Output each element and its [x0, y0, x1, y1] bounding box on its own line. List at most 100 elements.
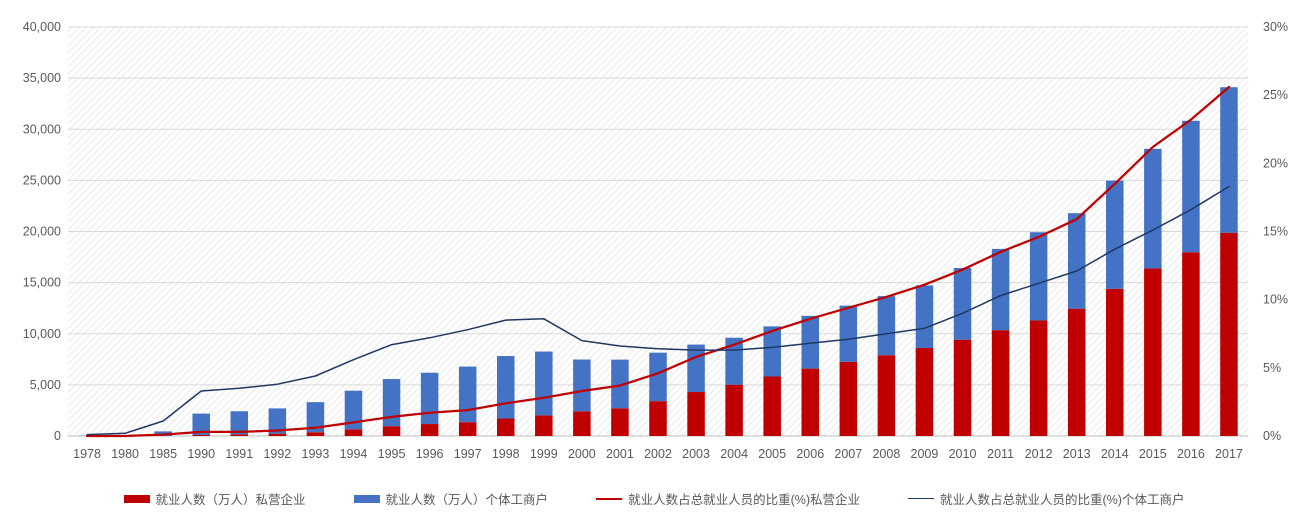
x-axis-tick-label: 1990 [187, 447, 215, 461]
bar-segment-individual [687, 344, 705, 393]
left-axis-tick-label: 10,000 [23, 327, 61, 341]
x-axis-tick-label: 1996 [416, 447, 444, 461]
bar-segment-private [420, 424, 439, 436]
x-axis-tick-label: 1994 [340, 447, 368, 461]
x-axis-tick-label: 2016 [1177, 447, 1205, 461]
bar-segment-private [877, 355, 896, 436]
bar-segment-private [268, 433, 287, 436]
left-axis-tick-label: 25,000 [23, 173, 61, 187]
bar-segment-private [192, 434, 210, 436]
x-axis-tick-label: 2010 [949, 447, 977, 461]
x-axis-tick-label: 2003 [682, 447, 710, 461]
bar-segment-private [496, 418, 515, 436]
x-axis-tick-label: 1991 [225, 447, 253, 461]
bar-segment-individual [535, 351, 553, 416]
bar-segment-private [763, 376, 781, 436]
x-axis-tick-label: 2013 [1063, 447, 1091, 461]
legend-swatch-line-private [596, 497, 623, 500]
legend-item-bar-private: 就业人数（万人）私营企业 [123, 489, 306, 508]
x-axis-tick-label: 2014 [1101, 447, 1129, 461]
bar-segment-private [1182, 252, 1200, 436]
bar-segment-individual [458, 366, 477, 423]
legend-swatch-bar-private [123, 494, 150, 503]
bar-segment-individual [611, 359, 629, 409]
bar-segment-private [725, 384, 743, 436]
bar-segment-individual [763, 326, 781, 377]
legend-item-line-individual: 就业人数占总就业人员的比重(%)个体工商户 [908, 489, 1184, 508]
x-axis-tick-label: 2011 [987, 447, 1014, 461]
x-axis-tick-label: 2017 [1215, 447, 1243, 461]
legend-swatch-bar-individual [353, 494, 380, 503]
x-axis-tick-label: 2008 [872, 447, 900, 461]
left-axis-labels: 0 5,000 10,000 15,000 20,000 25,000 30,000 35,0… [23, 20, 61, 443]
bar-segment-private [230, 434, 249, 436]
bar-segment-individual [192, 413, 210, 435]
bar-segment-private [839, 361, 858, 436]
bar-segment-individual [1182, 120, 1200, 253]
left-axis-tick-label: 0 [54, 429, 61, 443]
bar-segment-individual [991, 248, 1010, 331]
bar-segment-individual [1029, 232, 1048, 321]
bar-segment-individual [839, 305, 858, 362]
x-axis-tick-label: 2015 [1139, 447, 1167, 461]
bar-segment-private [458, 422, 477, 436]
bar-segment-individual [268, 408, 287, 434]
x-axis-tick-label: 1993 [302, 447, 330, 461]
left-axis-tick-label: 40,000 [23, 20, 61, 34]
right-axis-tick-label: 0% [1263, 429, 1281, 443]
left-axis-tick-label: 5,000 [30, 378, 61, 392]
bar-segment-individual [953, 268, 972, 340]
bar-segment-private [535, 415, 553, 436]
legend-label-bar-individual: 就业人数（万人）个体工商户 [385, 493, 549, 507]
bar-segment-individual [877, 296, 896, 356]
bar-segment-private [1144, 268, 1162, 436]
bar-segment-private [991, 330, 1010, 436]
bar-segment-private [649, 401, 667, 436]
right-axis-tick-label: 10% [1263, 293, 1288, 307]
bar-segment-private [1106, 288, 1124, 436]
bar-segment-individual [1106, 180, 1124, 289]
x-axis-tick-label: 2006 [796, 447, 824, 461]
bar-segment-individual [573, 359, 591, 412]
bar-segment-individual [649, 352, 667, 402]
bar-segment-individual [230, 411, 249, 435]
bar-segment-individual [344, 390, 363, 430]
chart-legend: 就业人数（万人）私营企业 就业人数（万人）个体工商户 就业人数占总就业人员的比重… [0, 489, 1308, 508]
bar-segment-individual [1220, 87, 1238, 233]
x-axis-tick-label: 2009 [911, 447, 939, 461]
x-axis-tick-label: 2005 [758, 447, 786, 461]
left-axis-tick-label: 30,000 [23, 122, 61, 136]
right-axis-tick-label: 20% [1263, 156, 1288, 170]
bar-segment-individual [801, 315, 820, 369]
bar-segment-private [1067, 308, 1086, 436]
bar-segment-private [344, 429, 363, 436]
x-axis-tick-label: 2007 [834, 447, 862, 461]
line-private-share [85, 85, 1231, 438]
bar-segment-individual [306, 402, 325, 433]
legend-swatch-line-individual [908, 498, 935, 499]
bar-segment-private [1029, 320, 1048, 436]
bar-segment-private [801, 368, 820, 436]
x-axis-tick-label: 2012 [1025, 447, 1053, 461]
right-axis-tick-label: 5% [1263, 361, 1281, 375]
bar-segment-private [915, 347, 934, 436]
right-axis-labels: 0% 5% 10% 15% 20% 25% 30% [1263, 20, 1288, 443]
x-axis-tick-label: 2000 [568, 447, 596, 461]
x-axis-tick-label: 1995 [378, 447, 406, 461]
bar-segment-private [953, 339, 972, 436]
bar-segment-private [687, 392, 705, 436]
left-axis-tick-label: 20,000 [23, 225, 61, 239]
bar-segment-private [1220, 232, 1238, 436]
bar-segment-private [306, 432, 325, 436]
x-axis-tick-label: 1980 [111, 447, 139, 461]
x-axis-labels: 1978 1980 1985 1990 1991 1992 1993 1994 1995 1996… [73, 447, 1243, 461]
legend-label-bar-private: 就业人数（万人）私营企业 [155, 493, 306, 507]
right-axis-tick-label: 25% [1263, 88, 1288, 102]
legend-label-line-individual: 就业人数占总就业人员的比重(%)个体工商户 [940, 493, 1185, 507]
right-axis-tick-label: 15% [1263, 225, 1288, 239]
bar-segment-private [611, 408, 629, 436]
x-axis-tick-label: 2002 [644, 447, 672, 461]
x-axis-tick-label: 1999 [530, 447, 558, 461]
x-axis-tick-label: 2001 [606, 447, 634, 461]
